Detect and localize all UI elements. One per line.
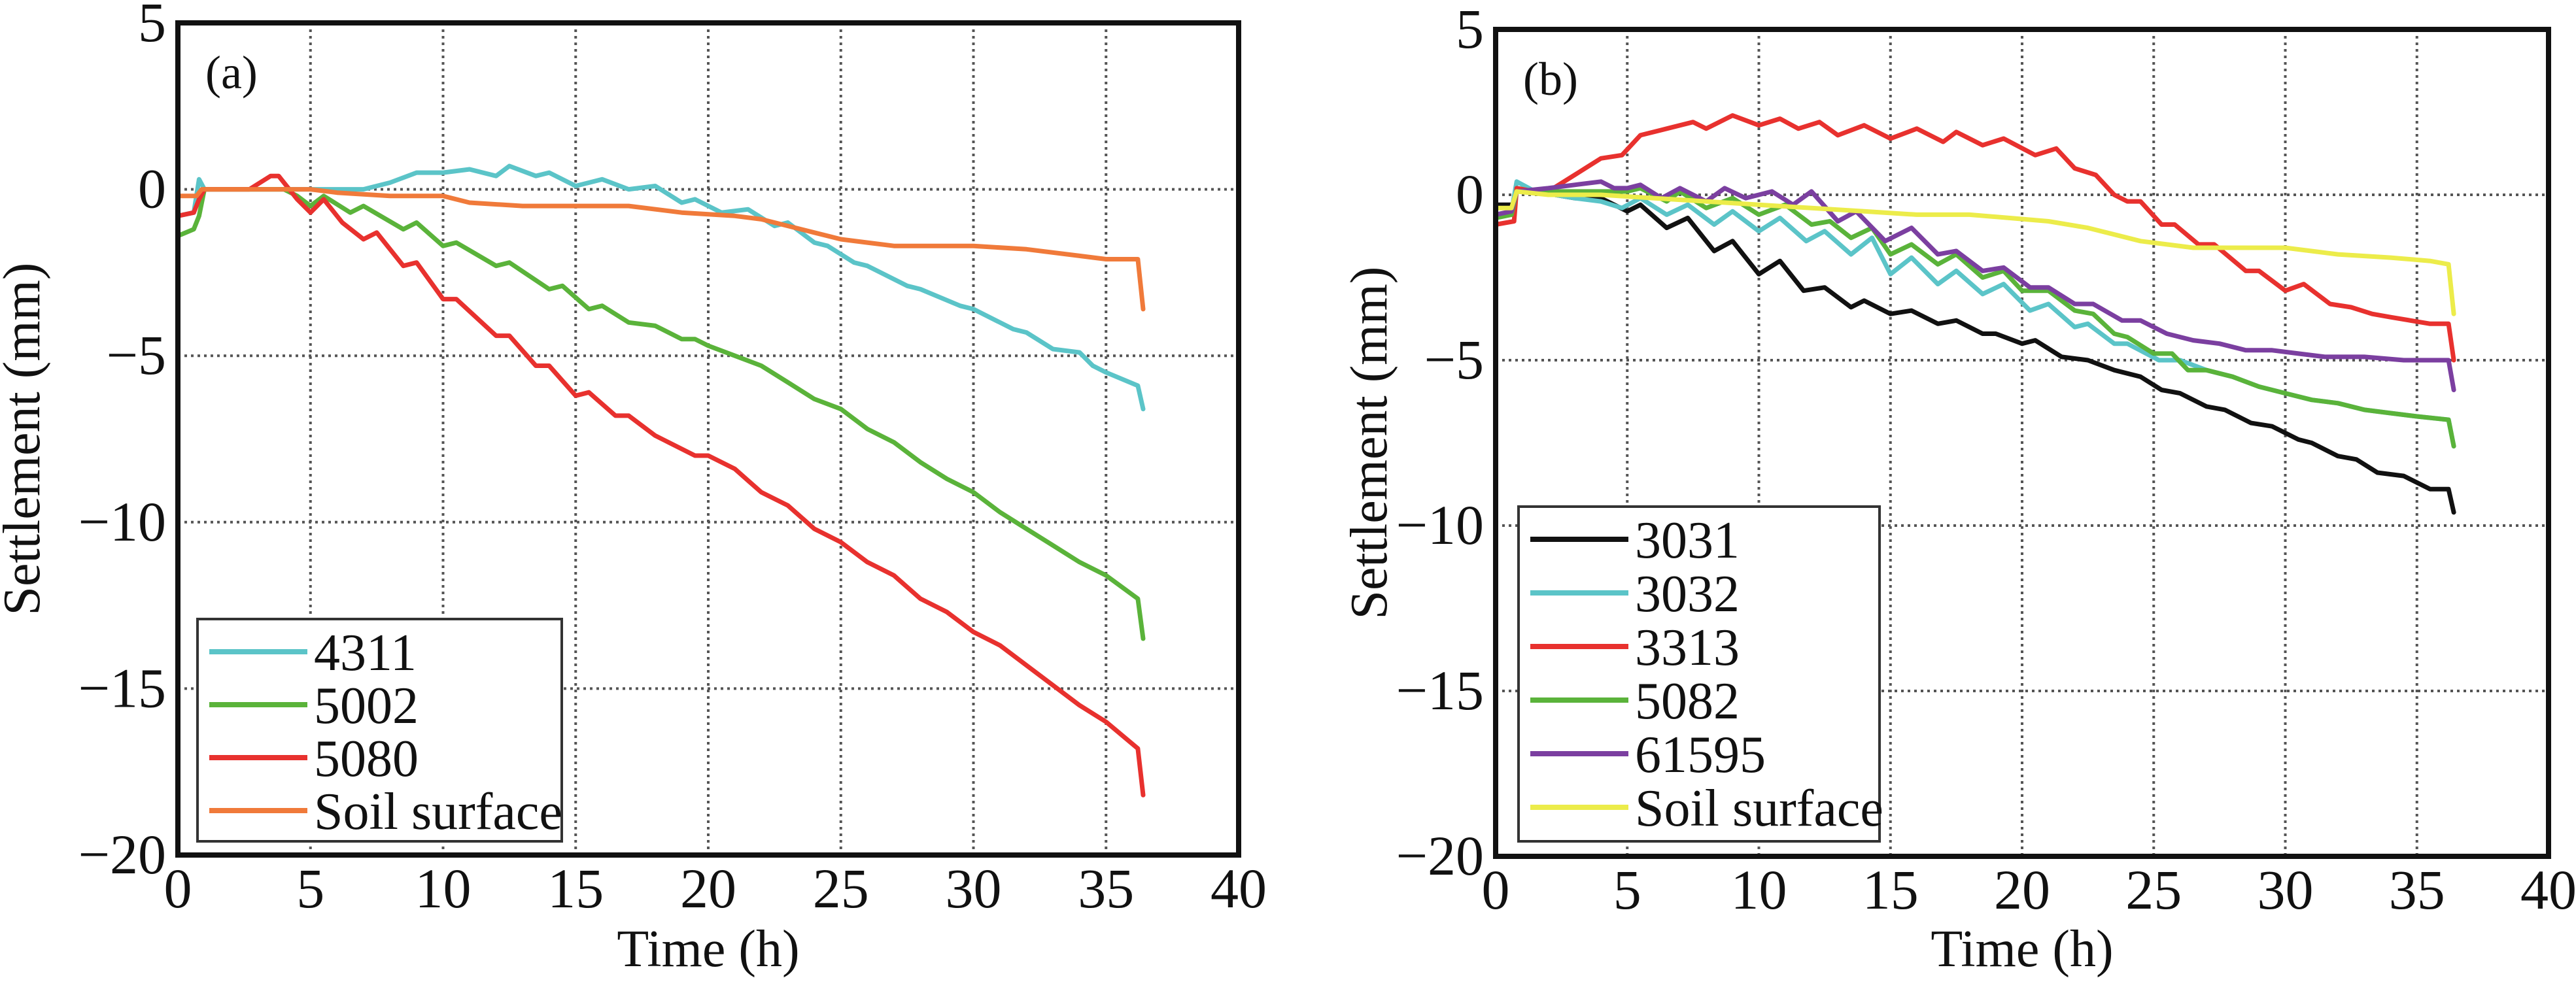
legend-item: Soil surface — [1530, 780, 1883, 837]
legend-label: 5002 — [314, 677, 419, 735]
legend-item: 3031 — [1530, 512, 1740, 569]
y-tick-label: 0 — [1456, 163, 1484, 226]
x-tick-label: 15 — [547, 857, 604, 920]
panel-label: (b) — [1523, 53, 1578, 105]
legend-label: Soil surface — [314, 783, 562, 841]
series-line-soil-surface — [1493, 189, 2456, 316]
legend-label: 3032 — [1635, 565, 1740, 623]
x-tick-labels: 0 5 10 15 20 25 30 35 40 — [1482, 858, 2576, 921]
x-tick-label: 30 — [946, 857, 1002, 920]
legend-item: 4311 — [209, 624, 417, 682]
legend-label: 61595 — [1635, 726, 1766, 784]
y-tick-label: 5 — [1456, 0, 1484, 60]
series-line-5002 — [175, 187, 1146, 641]
x-tick-label: 20 — [1994, 858, 2050, 921]
legend-label: 5082 — [1635, 673, 1740, 730]
x-axis-title: Time (h) — [1931, 920, 2113, 978]
y-tick-label: −20 — [1396, 824, 1484, 887]
y-tick-label: −15 — [78, 656, 166, 719]
y-tick-label: −10 — [78, 490, 166, 553]
y-tick-label: −5 — [1424, 328, 1484, 391]
x-tick-label: 35 — [2389, 858, 2445, 921]
legend-item: 5002 — [209, 677, 419, 735]
series-line-3313 — [1493, 113, 2456, 363]
series-line-4311 — [175, 163, 1146, 412]
legend-item: 61595 — [1530, 726, 1766, 784]
panel-a: 5 0 −5 −10 −15 −20 0 5 10 15 20 25 30 35 40 (a) Time … — [0, 0, 1267, 978]
x-tick-label: 10 — [1731, 858, 1787, 921]
x-tick-label: 25 — [813, 857, 869, 920]
y-tick-label: 0 — [138, 158, 166, 220]
x-tick-label: 0 — [164, 857, 192, 920]
legend-label: 3313 — [1635, 619, 1740, 677]
series-line-5082 — [1493, 186, 2456, 449]
legend-box — [1517, 505, 1881, 843]
x-tick-label: 25 — [2125, 858, 2182, 921]
y-axis-title: Settlement (mm) — [1341, 267, 1398, 620]
gridlines — [1496, 29, 2549, 856]
legend-item: 3313 — [1530, 619, 1740, 677]
x-axis-title: Time (h) — [617, 920, 799, 978]
legend-item: Soil surface — [209, 783, 562, 841]
x-tick-label: 40 — [2520, 858, 2576, 921]
y-axis-title: Settlement (mm) — [0, 263, 51, 616]
x-tick-label: 10 — [415, 857, 472, 920]
series-lines — [1493, 113, 2456, 515]
x-tick-label: 15 — [1863, 858, 1919, 921]
legend-box — [196, 618, 563, 843]
legend-label: 4311 — [314, 624, 417, 682]
y-tick-label: −10 — [1396, 494, 1484, 556]
y-tick-label: 5 — [138, 0, 166, 54]
x-tick-label: 40 — [1211, 857, 1267, 920]
legend-label: 5080 — [314, 730, 419, 788]
x-tick-label: 20 — [680, 857, 736, 920]
panel-label: (a) — [205, 46, 258, 99]
legend-label: 3031 — [1635, 512, 1740, 569]
y-tick-labels: 5 0 −5 −10 −15 −20 — [78, 0, 166, 886]
legend-item: 5082 — [1530, 673, 1740, 730]
plot-frame — [1493, 27, 2551, 859]
legend-label: Soil surface — [1635, 780, 1883, 837]
x-tick-label: 30 — [2258, 858, 2314, 921]
legend-item: 5080 — [209, 730, 419, 788]
x-tick-label: 0 — [1482, 858, 1510, 921]
y-tick-label: −20 — [78, 823, 166, 886]
x-tick-label: 35 — [1078, 857, 1134, 920]
panel-b: 5 0 −5 −10 −15 −20 0 5 10 15 20 25 30 35 40 (b) Time … — [1341, 0, 2576, 978]
series-lines — [175, 163, 1146, 798]
x-tick-label: 5 — [296, 857, 324, 920]
x-tick-label: 5 — [1613, 858, 1641, 921]
y-tick-label: −15 — [1396, 659, 1484, 722]
series-line-3031 — [1493, 186, 2456, 515]
plot-frame — [175, 20, 1241, 858]
y-tick-labels: 5 0 −5 −10 −15 −20 — [1396, 0, 1484, 887]
series-line-61595 — [1493, 179, 2456, 392]
x-tick-labels: 0 5 10 15 20 25 30 35 40 — [164, 857, 1267, 920]
series-line-soil-surface — [175, 187, 1146, 312]
series-line-5080 — [175, 173, 1146, 798]
y-tick-label: −5 — [106, 324, 166, 386]
series-line-3032 — [1493, 179, 2456, 449]
legend-item: 3032 — [1530, 565, 1740, 623]
